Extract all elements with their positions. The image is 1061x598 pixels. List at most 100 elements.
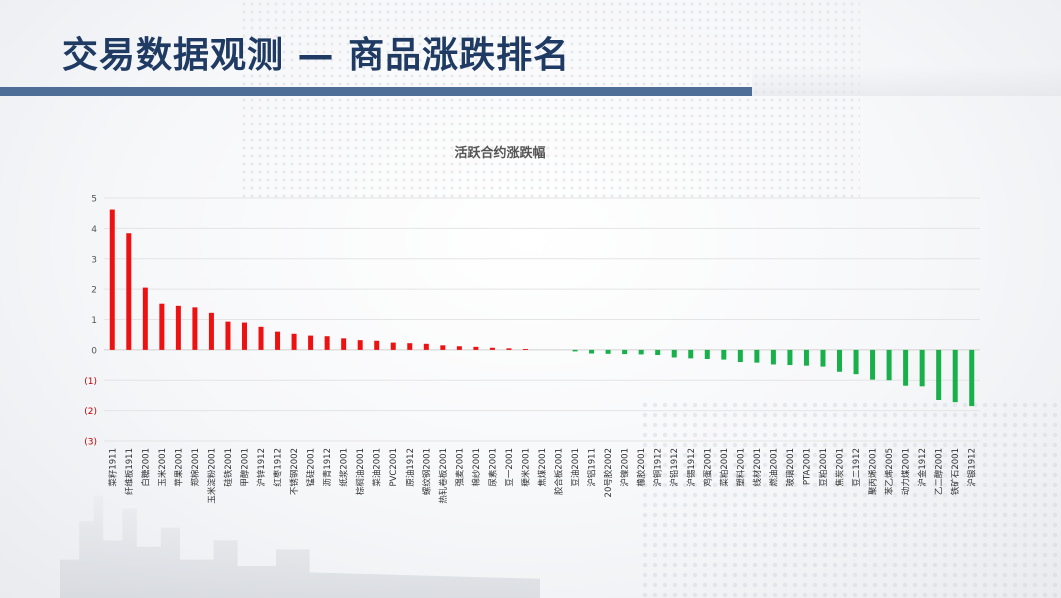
- x-tick-label: 纤维板1911: [124, 448, 135, 495]
- x-tick-label: 豆粕2001: [818, 448, 829, 487]
- x-tick-label: 菜粕2001: [719, 448, 730, 487]
- x-tick-label: 红枣1912: [273, 448, 284, 487]
- bar: [192, 307, 198, 350]
- x-tick-label: 沪镍2001: [620, 448, 631, 487]
- x-tick-label: 原油1912: [405, 448, 416, 487]
- bar: [853, 349, 859, 375]
- bar: [241, 322, 247, 350]
- x-tick-label: 沪金1912: [917, 448, 928, 487]
- bar: [605, 349, 611, 354]
- bar: [225, 321, 231, 350]
- page-title: 交易数据观测 — 商品涨跌排名: [62, 35, 571, 76]
- chart-title: 活跃合约涨跌幅: [454, 146, 546, 161]
- x-tick-label: 菜籽1911: [107, 448, 118, 487]
- bar: [390, 342, 396, 350]
- x-tick-label: 线材2001: [752, 448, 763, 487]
- bar: [688, 349, 694, 359]
- x-tick-label: 锰硅2001: [306, 448, 317, 487]
- x-tick-label: 豆油2001: [570, 448, 581, 487]
- bar: [159, 303, 165, 350]
- x-tick-label: 菜油2001: [372, 448, 383, 487]
- x-tick-label: 动力煤2001: [901, 448, 912, 495]
- bar: [638, 349, 644, 355]
- bar: [275, 331, 281, 350]
- x-tick-label: 橡胶2001: [636, 448, 647, 487]
- bar: [837, 349, 843, 372]
- bar: [456, 346, 462, 350]
- x-tick-label: 尿素2001: [487, 448, 498, 487]
- x-tick-label: 热轧卷板2001: [438, 448, 449, 504]
- x-tick-label: 纸浆2001: [339, 448, 350, 487]
- bar: [919, 349, 925, 387]
- y-tick-label: (2): [84, 407, 97, 417]
- x-tick-label: 不锈钢2002: [289, 448, 300, 495]
- x-tick-label: 鸡蛋2001: [702, 448, 713, 487]
- dot-pattern-decoration: [640, 400, 1060, 598]
- bar: [258, 326, 264, 350]
- bar: [737, 349, 743, 363]
- bar: [423, 343, 429, 350]
- bar: [622, 349, 628, 355]
- y-tick-label: 0: [91, 346, 97, 356]
- x-tick-label: 棉纱2001: [471, 448, 482, 487]
- bar: [936, 349, 942, 400]
- x-tick-label: 沪铅1912: [669, 448, 680, 487]
- x-tick-label: 玻璃2001: [785, 448, 796, 487]
- bar: [142, 287, 148, 350]
- y-tick-label: 3: [91, 255, 97, 265]
- x-tick-label: 豆一2001: [505, 448, 515, 487]
- x-tick-label: 燃油2001: [768, 448, 779, 487]
- x-tick-label: 强麦2001: [454, 448, 465, 487]
- x-tick-label: 白糖2001: [140, 448, 151, 487]
- x-tick-label: 豆二1912: [852, 448, 862, 487]
- bar: [886, 349, 892, 381]
- bar: [704, 349, 710, 359]
- bar: [522, 348, 528, 350]
- bar: [803, 349, 809, 366]
- x-tick-label: 苯乙烯2005: [884, 448, 895, 495]
- bar: [308, 335, 314, 350]
- world-map-dots-decoration: [240, 0, 860, 200]
- x-tick-label: 沪银1912: [967, 448, 978, 487]
- x-tick-label: 硅铁2001: [223, 448, 234, 487]
- x-tick-label: 沪铝1911: [587, 448, 598, 487]
- bar: [721, 349, 727, 360]
- bar: [787, 349, 793, 366]
- bar: [357, 340, 363, 350]
- x-tick-label: 沪锡1912: [686, 448, 697, 487]
- x-tick-label: 20号胶2002: [603, 448, 614, 497]
- x-tick-label: 铁矿石2001: [950, 448, 961, 495]
- bar: [952, 349, 958, 403]
- x-tick-label: 粳米2001: [520, 448, 531, 487]
- x-tick-label: 沪铜1912: [653, 448, 664, 487]
- x-tick-label: 胶合板2001: [554, 448, 565, 495]
- bar: [870, 349, 876, 380]
- x-tick-label: 棕榈油2001: [355, 448, 366, 495]
- x-tick-label: 玉米2001: [157, 448, 168, 487]
- bar: [671, 349, 677, 358]
- bar: [770, 349, 776, 365]
- bar: [969, 349, 975, 407]
- title-bar-shade: [752, 66, 1061, 96]
- bar: [175, 305, 181, 350]
- bar: [324, 336, 330, 350]
- x-tick-label: 焦煤2001: [537, 448, 548, 487]
- bar: [440, 345, 446, 350]
- y-tick-label: 4: [91, 225, 97, 235]
- x-tick-label: 螺纹钢2001: [421, 448, 432, 495]
- bar: [374, 340, 380, 350]
- x-tick-label: 甲醇2001: [239, 448, 250, 487]
- bar: [341, 338, 347, 350]
- x-tick-label: 塑料2001: [735, 448, 746, 487]
- x-tick-label: 焦炭2001: [835, 448, 846, 487]
- y-tick-label: 2: [91, 286, 97, 296]
- bar: [820, 349, 826, 367]
- y-tick-label: 5: [91, 195, 97, 205]
- y-tick-label: (1): [84, 377, 97, 387]
- x-tick-label: 聚丙烯2001: [868, 448, 879, 495]
- title-underline-bar: [0, 87, 752, 96]
- x-tick-label: 郑棉2001: [190, 448, 201, 487]
- bar: [655, 349, 661, 356]
- x-tick-label: 沥青1912: [322, 448, 333, 487]
